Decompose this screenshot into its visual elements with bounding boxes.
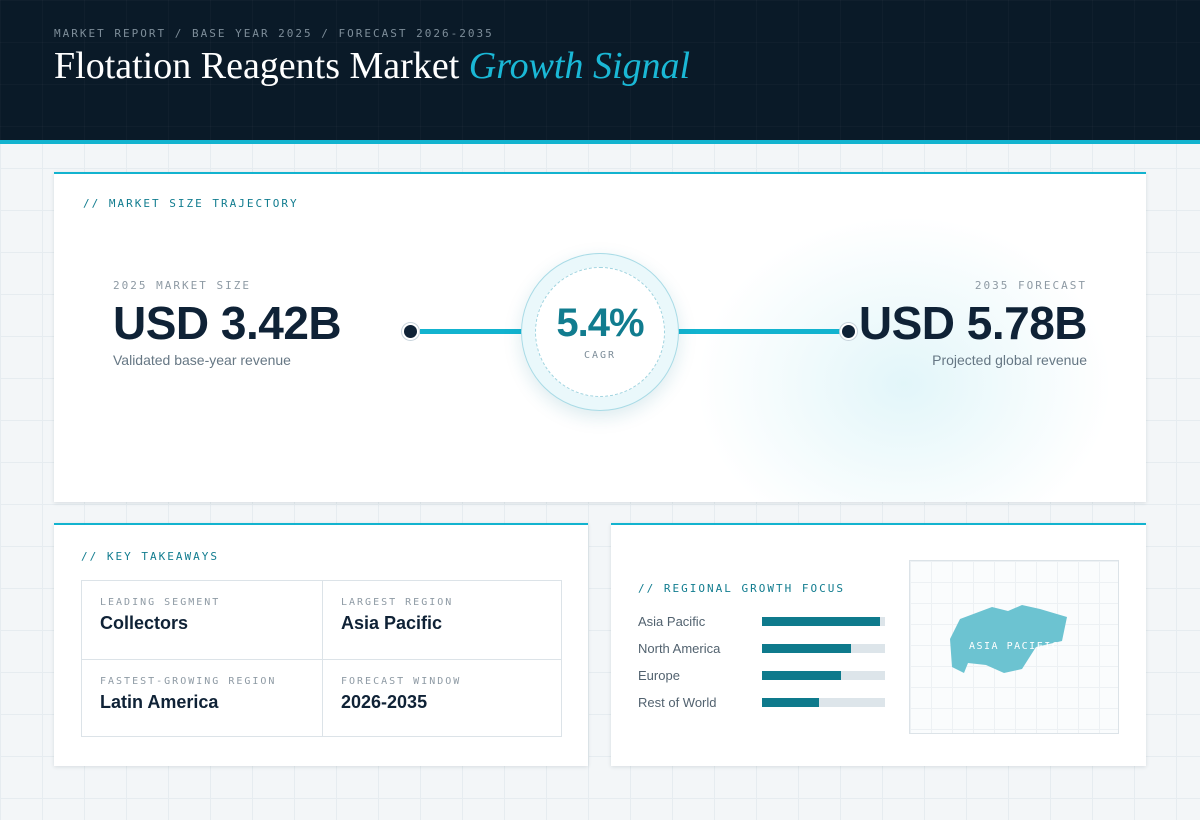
- base-year-metric: 2025 MARKET SIZE USD 3.42B Validated bas…: [113, 279, 342, 368]
- map-region-label: ASIA PACIFIC: [969, 641, 1060, 652]
- breadcrumb: MARKET REPORT / BASE YEAR 2025 / FORECAS…: [54, 27, 494, 40]
- region-row: North America: [638, 641, 888, 668]
- forecast-value: USD 5.78B: [858, 297, 1088, 349]
- region-bar-fill: [762, 698, 819, 707]
- region-row: Europe: [638, 668, 888, 695]
- region-row: Asia Pacific: [638, 614, 888, 641]
- cagr-badge: 5.4% CAGR: [521, 253, 679, 411]
- page-title-accent: Growth Signal: [468, 45, 691, 87]
- region-name: North America: [638, 641, 721, 656]
- asia-pacific-map-shape: [950, 605, 1067, 673]
- base-year-label: 2025 MARKET SIZE: [113, 279, 251, 292]
- region-bar-list: Asia Pacific North America Europe Rest o…: [638, 614, 888, 722]
- region-name: Europe: [638, 668, 680, 683]
- takeaway-label: LEADING SEGMENT: [100, 597, 221, 608]
- key-takeaways-panel: // KEY TAKEAWAYS LEADING SEGMENT Collect…: [54, 523, 588, 766]
- forecast-label: 2035 FORECAST: [974, 279, 1087, 292]
- region-bar-track: [762, 617, 885, 626]
- cagr-label: CAGR: [583, 350, 617, 361]
- takeaway-label: LARGEST REGION: [341, 597, 454, 608]
- takeaway-leading-segment: LEADING SEGMENT Collectors: [82, 581, 322, 659]
- trajectory-section-label: // MARKET SIZE TRAJECTORY: [83, 197, 299, 210]
- region-map: ASIA PACIFIC: [909, 560, 1119, 734]
- regional-section-label: // REGIONAL GROWTH FOCUS: [638, 582, 845, 595]
- regional-growth-panel: // REGIONAL GROWTH FOCUS Asia Pacific No…: [611, 523, 1146, 766]
- region-bar-track: [762, 671, 885, 680]
- takeaway-largest-region: LARGEST REGION Asia Pacific: [322, 581, 562, 659]
- takeaway-value: Latin America: [100, 692, 219, 712]
- cagr-badge-inner: 5.4% CAGR: [535, 267, 665, 397]
- region-bar-track: [762, 644, 885, 653]
- forecast-description: Projected global revenue: [932, 352, 1087, 368]
- page-title-main: Flotation Reagents Market: [54, 45, 469, 87]
- cagr-value: 5.4%: [556, 301, 644, 345]
- trajectory-line-left: [420, 329, 537, 334]
- takeaway-forecast-window: FORECAST WINDOW 2026-2035: [322, 659, 562, 737]
- takeaway-value: Asia Pacific: [341, 613, 443, 633]
- takeaway-value: 2026-2035: [341, 692, 428, 712]
- region-bar-fill: [762, 644, 851, 653]
- region-row: Rest of World: [638, 695, 888, 722]
- region-bar-fill: [762, 617, 881, 626]
- base-year-value: USD 3.42B: [113, 297, 342, 349]
- trajectory-line-right: [662, 329, 842, 334]
- takeaways-section-label: // KEY TAKEAWAYS: [81, 550, 219, 563]
- end-point-marker: [840, 323, 857, 340]
- region-name: Asia Pacific: [638, 614, 706, 629]
- takeaways-grid: LEADING SEGMENT Collectors LARGEST REGIO…: [81, 580, 562, 737]
- region-bar-track: [762, 698, 885, 707]
- takeaway-fastest-growing-region: FASTEST-GROWING REGION Latin America: [82, 659, 322, 737]
- region-bar-fill: [762, 671, 841, 680]
- page-header: MARKET REPORT / BASE YEAR 2025 / FORECAS…: [0, 0, 1200, 144]
- page-title: Flotation Reagents Market Growth Signal: [54, 44, 690, 88]
- region-name: Rest of World: [638, 695, 717, 710]
- takeaway-label: FORECAST WINDOW: [341, 676, 462, 687]
- forecast-metric: 2035 FORECAST USD 5.78B Projected global…: [858, 279, 1088, 368]
- takeaway-label: FASTEST-GROWING REGION: [100, 676, 277, 687]
- takeaway-value: Collectors: [100, 613, 189, 633]
- base-year-description: Validated base-year revenue: [113, 352, 291, 368]
- market-size-trajectory-panel: // MARKET SIZE TRAJECTORY 2025 MARKET SI…: [54, 172, 1146, 502]
- trajectory-glow: [694, 214, 1114, 502]
- start-point-marker: [402, 323, 419, 340]
